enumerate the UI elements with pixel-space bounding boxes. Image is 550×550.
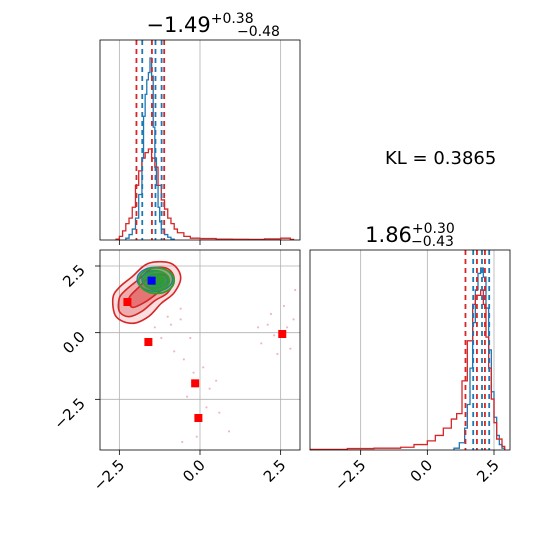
right-histogram-series (310, 267, 506, 450)
right-title-upper-error: +0.30 (412, 221, 455, 237)
faint-sample-point (173, 350, 176, 353)
green-density-contours (137, 266, 176, 295)
faint-sample-point (218, 411, 221, 414)
right-x-tick-label: 2.5 (473, 456, 503, 486)
red-square-marker (278, 330, 287, 338)
red-histogram-line (310, 289, 506, 450)
top-histogram-panel: −1.49+0.38 −0.48 (99, 11, 301, 245)
faint-sample-point (166, 315, 169, 318)
joint-markers (123, 276, 287, 422)
faint-sample-point (276, 352, 279, 356)
faint-sample-point (289, 347, 292, 350)
faint-sample-point (285, 326, 289, 329)
joint-grid (100, 250, 300, 450)
faint-sample-point (273, 334, 276, 337)
faint-sample-point (160, 336, 163, 340)
right-histogram-frame (309, 249, 511, 451)
top-histogram-quantile-lines (135, 40, 166, 240)
red-square-marker (191, 379, 200, 388)
right-title-lower-error: −0.43 (411, 234, 454, 250)
right-histogram-ticks: −2.5 0.0 2.5 (331, 450, 503, 495)
joint-x-tick-label: 2.5 (260, 456, 290, 486)
faint-sample-point (294, 288, 297, 292)
faint-sample-point (215, 379, 218, 382)
red-square-marker (123, 298, 132, 306)
faint-sample-point (182, 358, 185, 361)
joint-distribution-panel: −2.5 0.0 2.5 2.5 0.0 −2.5 (50, 249, 301, 495)
top-histogram-grid (118, 40, 282, 240)
red-square-marker (194, 414, 203, 422)
faint-sample-point (169, 323, 173, 326)
faint-sample-point (202, 366, 205, 369)
right-histogram-title: 1.86+0.30 (365, 221, 455, 247)
faint-sample-point (153, 326, 156, 329)
faint-sample-point (181, 440, 184, 444)
joint-faint-points (153, 288, 297, 444)
faint-sample-point (256, 326, 260, 329)
joint-y-tick-label: −2.5 (50, 394, 88, 432)
faint-sample-point (260, 342, 263, 345)
red-contour-level (111, 260, 182, 325)
faint-sample-point (292, 318, 295, 321)
faint-sample-point (266, 323, 269, 326)
right-title-value: 1.86 (365, 223, 412, 247)
top-title-lower-error: −0.48 (237, 24, 280, 40)
top-histogram-title: −1.49+0.38 (146, 11, 253, 37)
faint-sample-point (192, 371, 195, 374)
top-title-upper-error: +0.38 (211, 11, 254, 27)
faint-sample-point (179, 318, 182, 321)
faint-sample-point (282, 304, 285, 308)
joint-x-tick-label: −2.5 (90, 456, 128, 494)
right-x-tick-label: 0.0 (407, 456, 437, 486)
red-histogram-line (115, 148, 295, 240)
top-title-value: −1.49 (146, 13, 210, 37)
right-histogram-quantile-lines (464, 250, 491, 450)
faint-sample-point (208, 387, 211, 390)
faint-sample-point (269, 312, 273, 316)
faint-sample-point (205, 406, 208, 409)
faint-sample-point (179, 307, 182, 310)
joint-x-tick-label: 0.0 (179, 456, 209, 486)
faint-sample-point (227, 430, 231, 433)
right-histogram-panel: −2.5 0.0 2.5 1.86+0.30 −0.43 (309, 221, 511, 495)
joint-y-tick-label: 0.0 (59, 328, 89, 358)
faint-sample-point (185, 395, 189, 398)
faint-sample-point (195, 435, 198, 438)
joint-y-tick-label: 2.5 (59, 261, 89, 291)
red-square-marker (144, 338, 153, 346)
right-x-tick-label: −2.5 (331, 456, 369, 494)
kl-divergence-label: KL = 0.3865 (385, 148, 496, 169)
blue-square-marker (147, 276, 156, 285)
faint-sample-point (189, 336, 192, 340)
top-histogram-ticks (118, 240, 282, 245)
